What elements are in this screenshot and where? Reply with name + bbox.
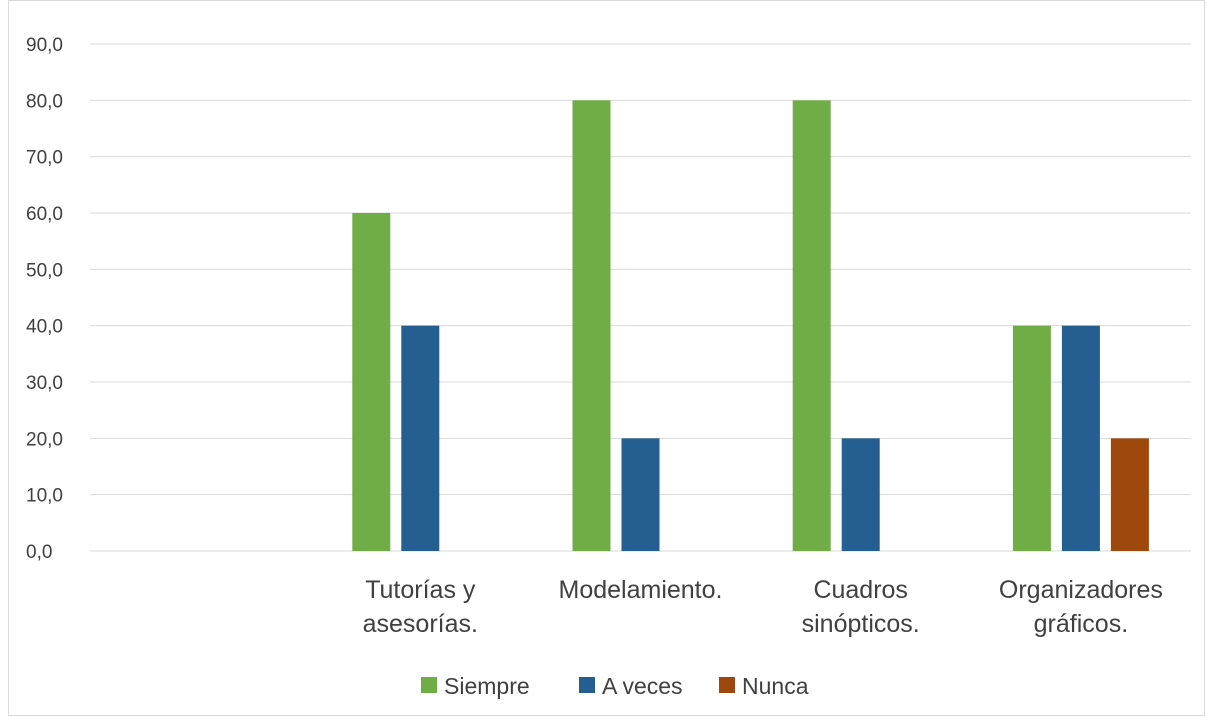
legend-label: Nunca xyxy=(742,673,809,699)
y-tick-label: 40,0 xyxy=(26,317,63,338)
bar-a-veces xyxy=(841,438,880,551)
x-category-label: gráficos. xyxy=(1034,610,1128,638)
y-tick-label: 80,0 xyxy=(26,91,63,112)
y-tick-label: 70,0 xyxy=(26,148,63,169)
bar-siempre xyxy=(572,100,611,551)
y-axis-tick-labels: 0,0 10,0 20,0 30,0 40,0 50,0 60,0 70,0 80,0 90,0 xyxy=(26,35,63,563)
y-tick-label: 60,0 xyxy=(26,204,63,225)
x-axis-category-labels: Tutorías y asesorías. Modelamiento. Cuadros… xyxy=(363,576,1163,638)
legend-swatch xyxy=(421,677,437,693)
gridlines xyxy=(90,43,1191,552)
legend-label: Siempre xyxy=(444,673,530,699)
bar-nunca xyxy=(1110,438,1149,551)
bar-a-veces xyxy=(401,325,440,551)
y-tick-label: 0,0 xyxy=(26,542,52,563)
legend-swatch xyxy=(719,677,735,693)
x-category-label: asesorías. xyxy=(363,610,478,638)
legend-swatch xyxy=(579,677,595,693)
y-tick-label: 50,0 xyxy=(26,260,63,281)
x-category-label: Organizadores xyxy=(999,576,1163,604)
x-category-label: Tutorías y xyxy=(365,576,476,604)
x-category-label: Cuadros xyxy=(813,576,908,604)
legend-label: A veces xyxy=(602,673,683,699)
bar-siempre xyxy=(352,213,391,551)
y-tick-label: 10,0 xyxy=(26,486,63,507)
bar-a-veces xyxy=(1061,325,1100,551)
y-tick-label: 20,0 xyxy=(26,429,63,450)
y-tick-label: 90,0 xyxy=(26,35,63,56)
bar-siempre xyxy=(1012,325,1051,551)
bar-siempre xyxy=(792,100,831,551)
y-tick-label: 30,0 xyxy=(26,373,63,394)
x-category-label: sinópticos. xyxy=(802,610,920,638)
x-category-label: Modelamiento. xyxy=(559,576,723,604)
bars xyxy=(352,100,1149,551)
legend: Siempre A veces Nunca xyxy=(421,673,809,699)
bar-a-veces xyxy=(621,438,660,551)
